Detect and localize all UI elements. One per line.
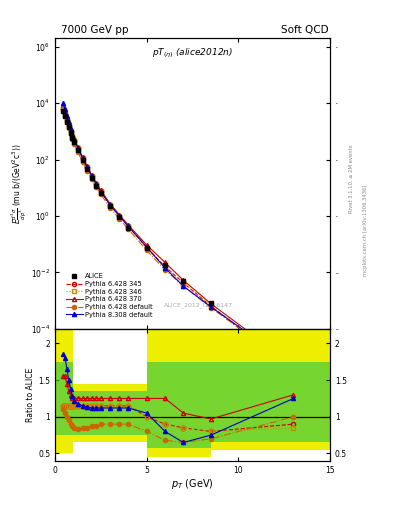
Text: 7000 GeV pp: 7000 GeV pp xyxy=(61,25,129,35)
Text: Rivet 3.1.10, ≥ 2M events: Rivet 3.1.10, ≥ 2M events xyxy=(349,145,354,214)
Text: ALICE_2012_I1116147: ALICE_2012_I1116147 xyxy=(163,303,233,308)
Y-axis label: $E\frac{d^3\sigma}{dp^3}$ (mu b/(GeV$^2$c$^3$)): $E\frac{d^3\sigma}{dp^3}$ (mu b/(GeV$^2$… xyxy=(9,143,28,224)
Y-axis label: Ratio to ALICE: Ratio to ALICE xyxy=(26,368,35,422)
Text: pT$_{(\eta)}$ (alice2012n): pT$_{(\eta)}$ (alice2012n) xyxy=(152,47,233,60)
Legend: ALICE, Pythia 6.428 345, Pythia 6.428 346, Pythia 6.428 370, Pythia 6.428 defaul: ALICE, Pythia 6.428 345, Pythia 6.428 34… xyxy=(64,271,155,319)
Text: Soft QCD: Soft QCD xyxy=(281,25,328,35)
Text: mcplots.cern.ch [arXiv:1306.3436]: mcplots.cern.ch [arXiv:1306.3436] xyxy=(363,185,368,276)
X-axis label: $p_T$ (GeV): $p_T$ (GeV) xyxy=(171,477,214,492)
